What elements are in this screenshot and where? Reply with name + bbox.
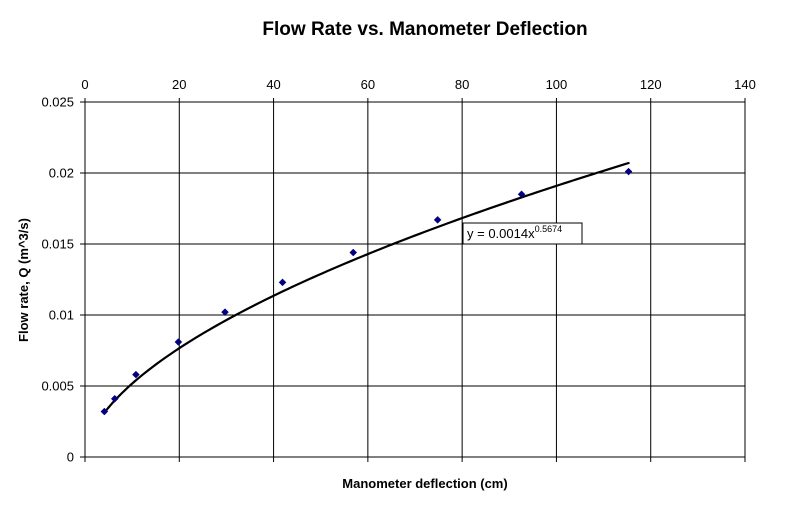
data-point [174, 338, 183, 346]
trendline-equation-box: y = 0.0014x0.5674 [462, 222, 583, 245]
y-tick-label: 0.025 [41, 95, 74, 110]
y-axis-ticks: 0 0.005 0.01 0.015 0.02 0.025 [41, 95, 85, 465]
equation-base: y = 0.0014x [467, 226, 535, 241]
plot-area: 0 20 40 60 80 100 120 140 0 0.005 0.01 0.015 0.02 0.… [41, 77, 755, 465]
y-tick-label: 0.015 [41, 237, 74, 252]
y-tick-label: 0 [67, 450, 74, 465]
y-tick-label: 0.01 [49, 308, 74, 323]
data-point [110, 394, 119, 403]
x-tick-label: 120 [640, 77, 662, 92]
data-point [221, 308, 229, 317]
x-tick-label: 60 [361, 77, 375, 92]
x-tick-label: 40 [266, 77, 280, 92]
x-tick-label: 140 [734, 77, 756, 92]
data-point [517, 190, 526, 199]
chart-title: Flow Rate vs. Manometer Deflection [262, 19, 587, 40]
x-tick-label: 20 [172, 77, 186, 92]
y-axis-label: Flow rate, Q (m^3/s) [16, 218, 31, 342]
y-tick-label: 0.005 [41, 379, 74, 394]
data-point [278, 278, 287, 287]
trendline-equation: y = 0.0014x0.5674 [467, 224, 562, 241]
data-points [100, 167, 633, 416]
x-tick-label: 0 [81, 77, 88, 92]
data-point [100, 407, 109, 416]
x-axis-ticks: 0 20 40 60 80 100 120 140 [81, 77, 756, 462]
data-point [624, 167, 633, 176]
data-point [433, 216, 442, 224]
x-tick-label: 100 [546, 77, 568, 92]
x-tick-label: 80 [455, 77, 469, 92]
equation-exponent: 0.5674 [535, 224, 563, 234]
trendline [102, 161, 630, 415]
plot-background [85, 102, 745, 457]
data-point [132, 370, 140, 379]
x-axis-label: Manometer deflection (cm) [342, 476, 507, 491]
y-tick-label: 0.02 [49, 166, 74, 181]
plot-frame [84, 101, 746, 458]
data-point [349, 248, 358, 257]
equation-box-frame [462, 222, 583, 245]
